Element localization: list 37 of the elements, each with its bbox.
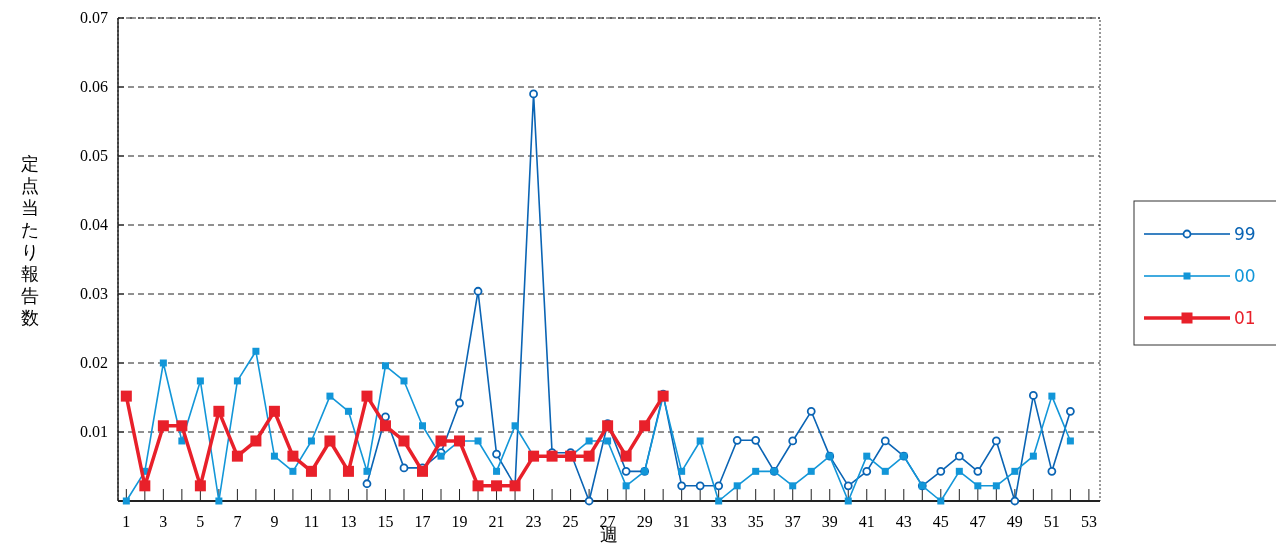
y-tick-label: 0.05 xyxy=(80,147,108,164)
y-axis-title: 定点当たり報告数 xyxy=(21,153,39,328)
x-tick-label: 5 xyxy=(196,513,205,530)
x-tick-label: 19 xyxy=(451,513,468,530)
x-tick-label: 49 xyxy=(1006,513,1023,530)
y-tick-label: 0.01 xyxy=(80,423,108,440)
y-tick-label: 0.04 xyxy=(80,216,108,233)
x-tick-label: 7 xyxy=(233,513,242,530)
x-tick-label: 9 xyxy=(270,513,279,530)
x-tick-label: 15 xyxy=(377,513,394,530)
text: 99 xyxy=(1234,224,1256,244)
x-tick-label: 41 xyxy=(858,513,875,530)
x-tick-label: 43 xyxy=(895,513,912,530)
x-tick-label: 45 xyxy=(932,513,949,530)
x-tick-label: 13 xyxy=(340,513,357,530)
y-tick-label: 0.06 xyxy=(80,78,108,95)
y-tick-label: 0.07 xyxy=(80,9,108,26)
x-tick-label: 3 xyxy=(159,513,168,530)
x-tick-label: 47 xyxy=(969,513,986,530)
text: 00 xyxy=(1234,266,1256,286)
x-tick-label: 37 xyxy=(784,513,801,530)
x-tick-label: 35 xyxy=(747,513,764,530)
y-tick-label: 0.02 xyxy=(80,354,108,371)
x-tick-label: 31 xyxy=(673,513,690,530)
x-tick-label: 51 xyxy=(1043,513,1060,530)
x-tick-label: 29 xyxy=(636,513,653,530)
x-tick-label: 17 xyxy=(414,513,431,530)
x-tick-label: 21 xyxy=(488,513,505,530)
x-tick-label: 23 xyxy=(525,513,542,530)
x-tick-label: 53 xyxy=(1080,513,1097,530)
text: 01 xyxy=(1234,308,1256,328)
x-tick-label: 25 xyxy=(562,513,579,530)
x-tick-label: 39 xyxy=(821,513,838,530)
y-tick-label: 0.03 xyxy=(80,285,108,302)
x-tick-label: 11 xyxy=(303,513,320,530)
x-tick-label: 33 xyxy=(710,513,727,530)
x-tick-label: 1 xyxy=(122,513,131,530)
